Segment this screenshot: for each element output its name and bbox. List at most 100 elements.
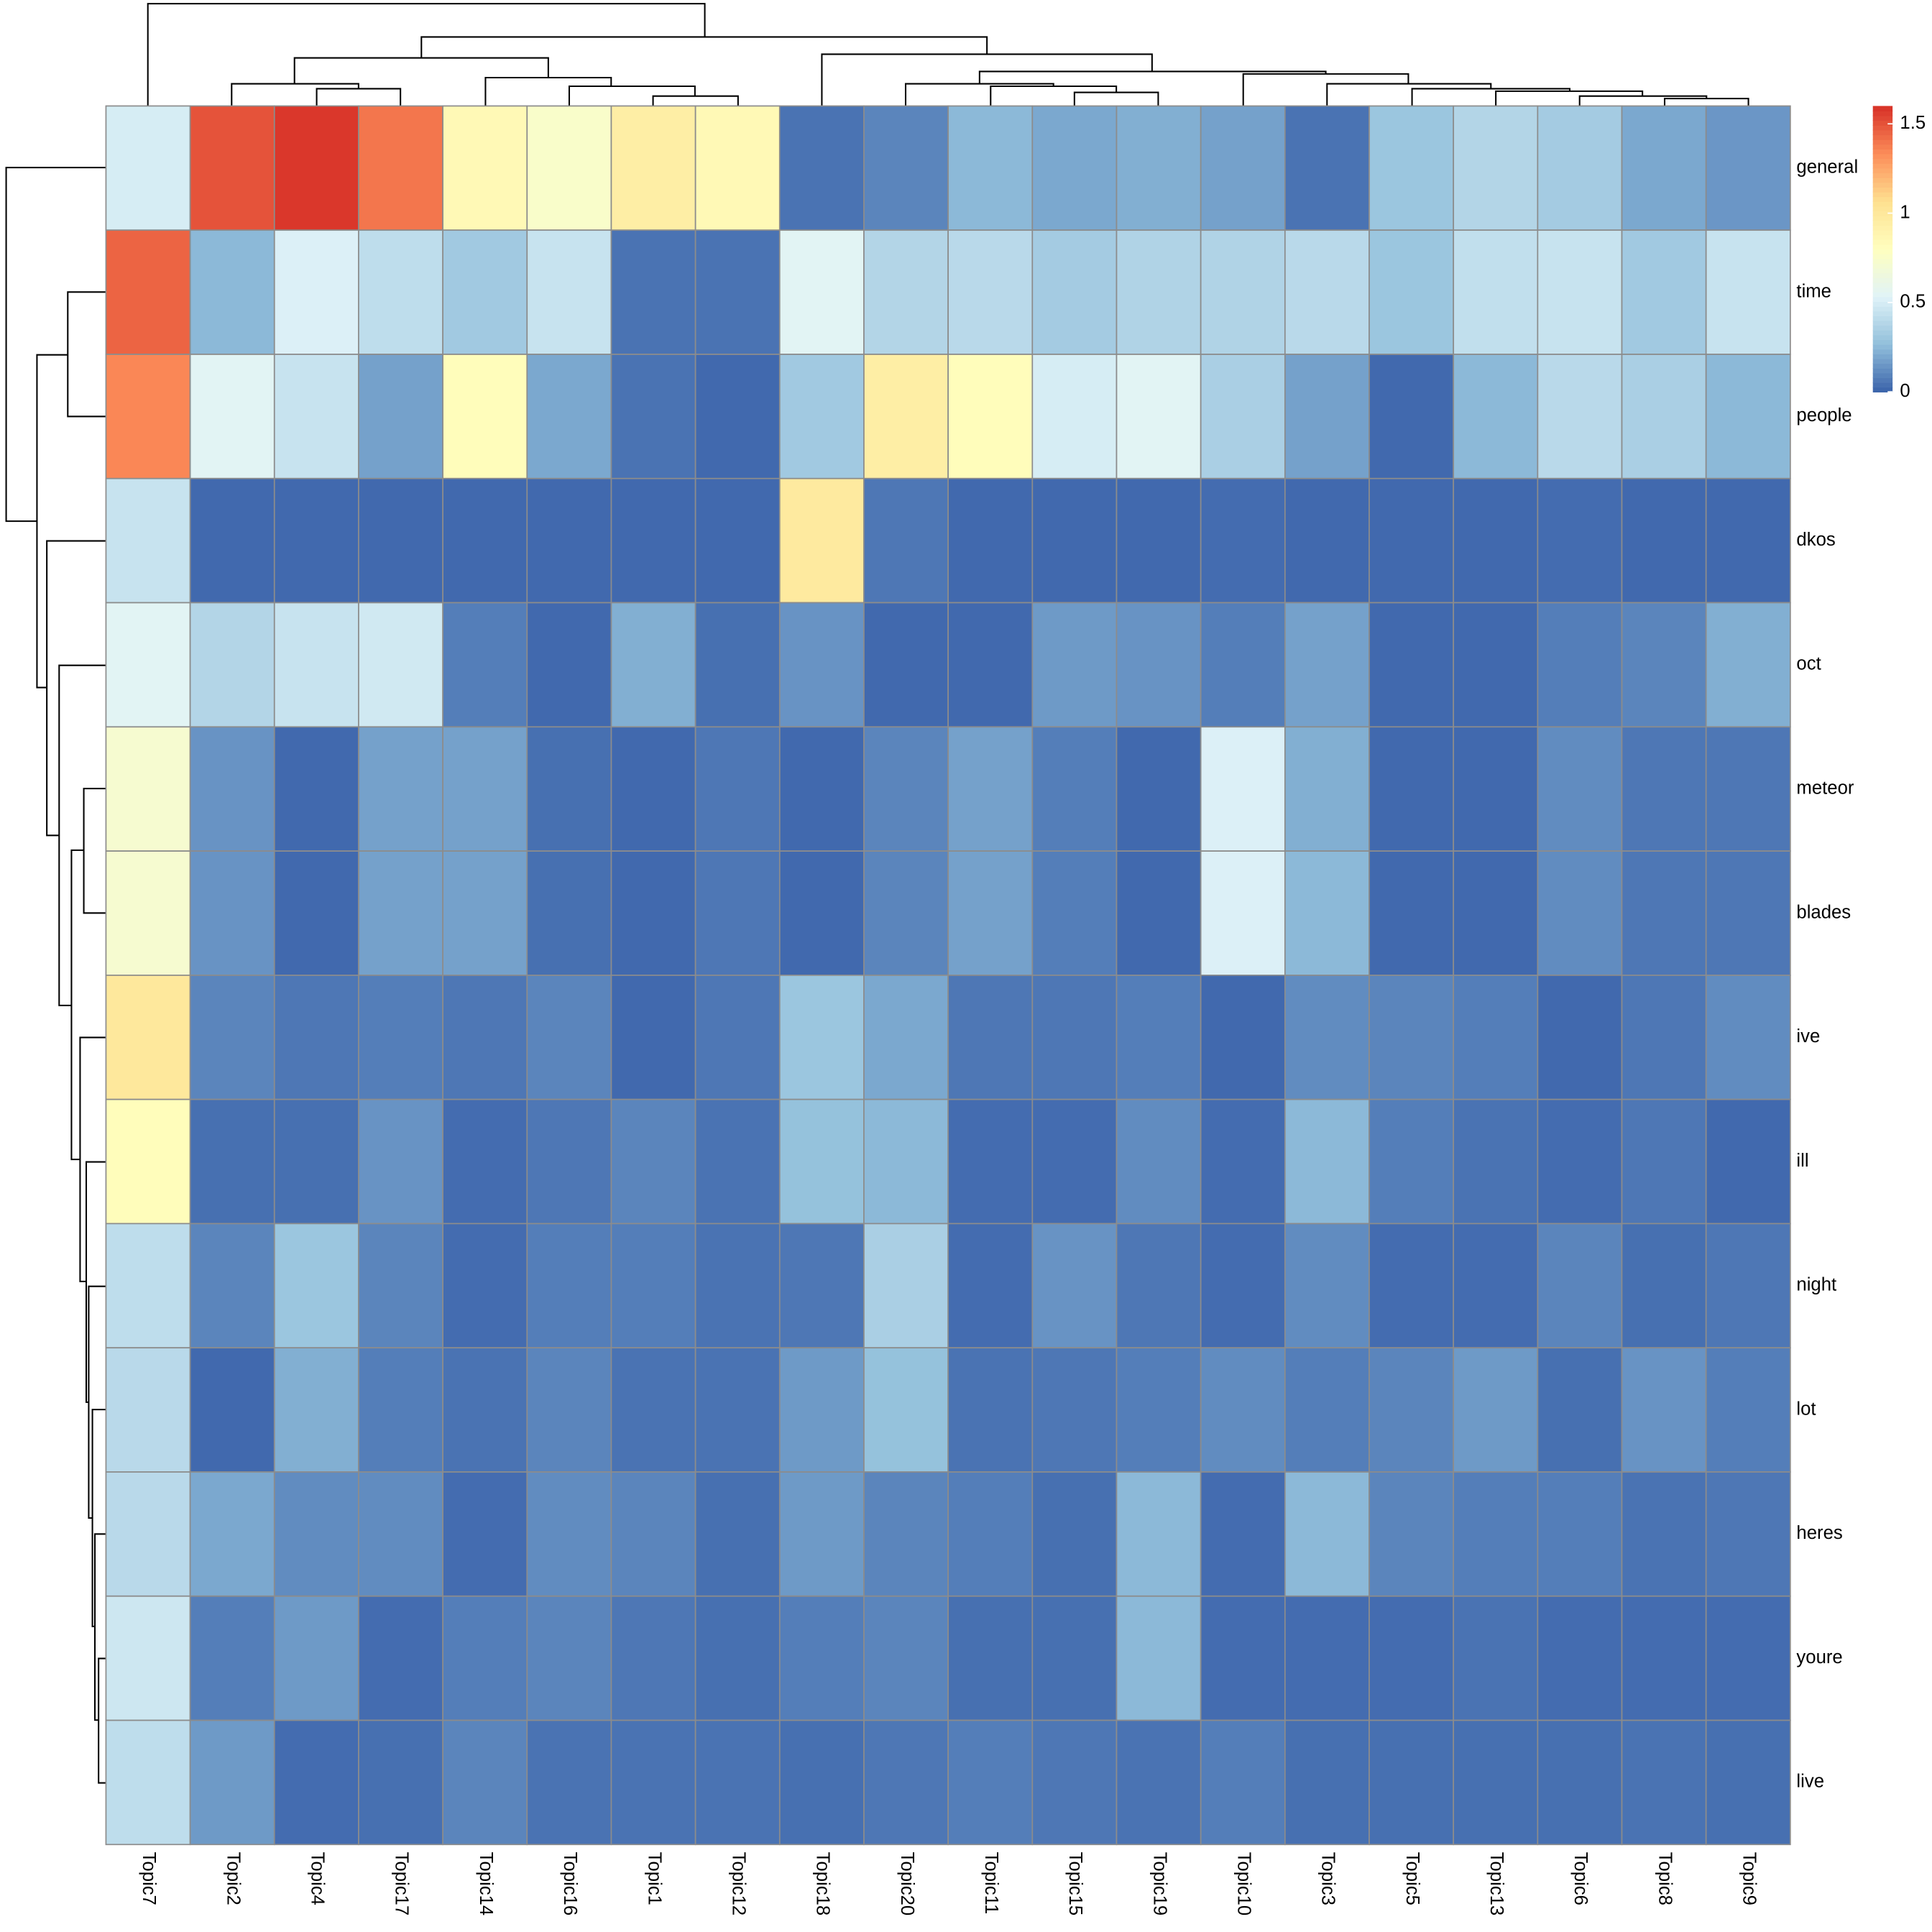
heatmap-cell — [526, 1347, 612, 1473]
heatmap-cell — [1705, 1347, 1791, 1473]
heatmap-cell — [1368, 726, 1455, 852]
heatmap-cell — [1453, 105, 1539, 231]
heatmap-cell — [1453, 1471, 1539, 1597]
legend-swatch — [1872, 225, 1893, 231]
heatmap-cell — [778, 975, 865, 1100]
heatmap-cell — [1031, 726, 1118, 852]
heatmap-cell — [1705, 726, 1791, 852]
heatmap-cell — [273, 1471, 359, 1597]
heatmap-cell — [1368, 105, 1455, 231]
heatmap-cell — [358, 1719, 443, 1846]
legend-swatch — [1872, 111, 1893, 116]
heatmap-cell — [442, 850, 528, 976]
legend-swatch — [1872, 344, 1893, 350]
heatmap-cell — [1621, 1347, 1707, 1473]
legend-swatch — [1872, 149, 1893, 155]
heatmap-cell — [1621, 229, 1707, 355]
heatmap-cell — [610, 850, 696, 976]
legend-swatch — [1872, 305, 1893, 312]
legend-swatch — [1872, 220, 1893, 226]
heatmap-cell — [694, 105, 781, 231]
heatmap-cell — [1368, 1471, 1455, 1597]
heatmap-cell — [694, 1098, 781, 1225]
heatmap-cell — [1368, 354, 1455, 479]
heatmap-cell — [1537, 229, 1623, 355]
heatmap-cell — [1284, 1098, 1370, 1225]
heatmap-cell — [273, 850, 359, 976]
legend-swatch — [1872, 287, 1893, 293]
heatmap-cell — [1200, 1098, 1286, 1225]
heatmap-cell — [1200, 1595, 1286, 1721]
column-label: Topic1 — [644, 1852, 664, 1905]
heatmap-cell — [189, 1471, 275, 1597]
heatmap-cell — [1116, 1098, 1202, 1225]
heatmap-cell — [105, 975, 191, 1100]
column-label: Topic8 — [1655, 1852, 1675, 1905]
heatmap-cell — [1284, 602, 1370, 728]
heatmap-cell — [947, 602, 1034, 728]
heatmap-cell — [1031, 1347, 1118, 1473]
heatmap-cell — [694, 726, 781, 852]
heatmap-cell — [1284, 105, 1370, 231]
row-dendrogram — [5, 167, 106, 1784]
heatmap-cell — [273, 1347, 359, 1473]
heatmap-cell — [1368, 602, 1455, 728]
column-label: Topic6 — [1570, 1852, 1591, 1905]
legend-swatch — [1872, 258, 1893, 264]
row-label: ive — [1796, 1026, 1820, 1046]
heatmap-cell — [358, 602, 443, 728]
heatmap-cell — [1537, 602, 1623, 728]
heatmap-cell — [1284, 975, 1370, 1100]
column-label: Topic2 — [223, 1852, 243, 1905]
heatmap-cell — [1284, 726, 1370, 852]
heatmap-cell — [1368, 850, 1455, 976]
column-label: Topic18 — [813, 1852, 833, 1916]
heatmap-cell — [1537, 1223, 1623, 1349]
heatmap-cell — [442, 1719, 528, 1846]
heatmap-cell — [1200, 850, 1286, 976]
heatmap-cell — [610, 1098, 696, 1225]
heatmap-cell — [105, 354, 191, 479]
heatmap-cell — [1537, 354, 1623, 479]
heatmap-cell — [1200, 975, 1286, 1100]
heatmap-cell — [526, 1595, 612, 1721]
heatmap-cell — [1537, 726, 1623, 852]
heatmap-cell — [947, 1471, 1034, 1597]
heatmap-cell — [1537, 975, 1623, 1100]
legend-swatch — [1872, 129, 1893, 136]
heatmap-cell — [1705, 1223, 1791, 1349]
column-label: Topic15 — [1065, 1852, 1085, 1916]
heatmap-cell — [273, 726, 359, 852]
heatmap-cell — [1621, 602, 1707, 728]
heatmap-cell — [442, 229, 528, 355]
heatmap-cell — [189, 354, 275, 479]
legend-swatch — [1872, 320, 1893, 326]
heatmap-cell — [1453, 602, 1539, 728]
legend-swatch — [1872, 291, 1893, 298]
heatmap-cell — [1031, 975, 1118, 1100]
legend-swatch — [1872, 211, 1893, 216]
heatmap-cell — [1368, 229, 1455, 355]
heatmap-cell — [1368, 1595, 1455, 1721]
heatmap-cell — [189, 1595, 275, 1721]
legend-swatch — [1872, 363, 1893, 369]
heatmap-cell — [1621, 1595, 1707, 1721]
legend-swatch — [1872, 120, 1893, 126]
heatmap-cell — [1537, 105, 1623, 231]
heatmap-cell — [1200, 1347, 1286, 1473]
legend-swatch — [1872, 244, 1893, 250]
heatmap-cell — [1537, 1347, 1623, 1473]
heatmap-cell — [1537, 1595, 1623, 1721]
heatmap-cell — [273, 1223, 359, 1349]
heatmap-cell — [273, 602, 359, 728]
legend-swatch — [1872, 215, 1893, 221]
heatmap-cell — [273, 975, 359, 1100]
heatmap-cell — [105, 1471, 191, 1597]
legend-swatch — [1872, 229, 1893, 236]
heatmap-cell — [1705, 1098, 1791, 1225]
heatmap-cell — [694, 975, 781, 1100]
heatmap-cell — [358, 1223, 443, 1349]
heatmap-cell — [694, 850, 781, 976]
heatmap-cell — [442, 726, 528, 852]
heatmap-cell — [526, 105, 612, 231]
